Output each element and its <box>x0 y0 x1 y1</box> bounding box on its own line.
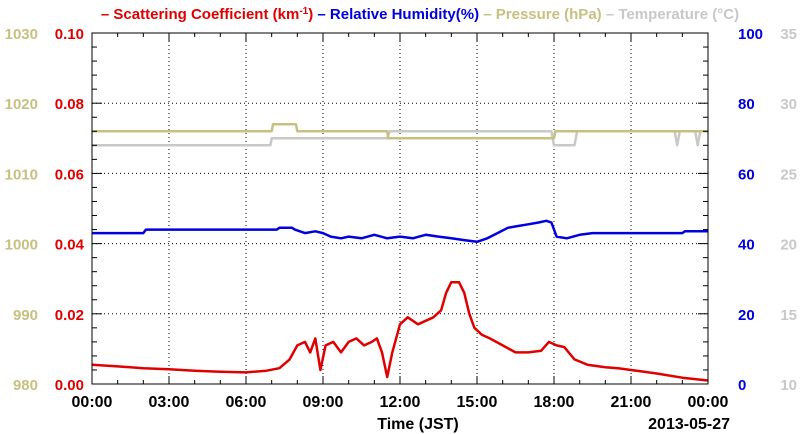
y-tick-label-scattering: 0.06 <box>55 166 84 183</box>
y-tick-label-temperature: 30 <box>780 96 797 113</box>
y-tick-label-humidity: 40 <box>738 237 755 254</box>
series-layer <box>91 123 709 382</box>
x-tick-label: 06:00 <box>226 394 267 411</box>
y-tick-label-temperature: 20 <box>780 237 797 254</box>
y-axes: 98099010001010102010300.000.020.040.060.… <box>5 26 797 394</box>
series-line-scattering <box>91 280 709 382</box>
legend-superscript: -1 <box>299 6 308 17</box>
y-tick-label-pressure: 1010 <box>5 166 38 183</box>
y-tick-label-pressure: 1030 <box>5 26 38 43</box>
chart-legend: – Scattering Coefficient (km-1) – Relati… <box>101 6 739 24</box>
x-tick-label: 03:00 <box>149 394 190 411</box>
x-tick-label: 15:00 <box>457 394 498 411</box>
date-label: 2013-05-27 <box>648 416 730 433</box>
series-line-pressure <box>92 123 708 140</box>
x-axis: 00:00 03:00 06:00 09:00 12:00 15:00 18:00 21:00… <box>72 33 729 411</box>
y-tick-label-humidity: 20 <box>738 307 755 324</box>
y-tick-label-humidity: 80 <box>738 96 755 113</box>
x-tick-label: 09:00 <box>303 394 344 411</box>
y-tick-label-humidity: 100 <box>738 26 763 43</box>
y-tick-label-pressure: 990 <box>13 307 38 324</box>
y-tick-label-pressure: 1000 <box>5 237 38 254</box>
y-tick-label-scattering: 0.00 <box>55 377 84 394</box>
x-tick-label: 00:00 <box>688 394 729 411</box>
y-tick-label-pressure: 980 <box>13 377 38 394</box>
legend-entry-0: – Scattering Coefficient (km <box>101 6 299 23</box>
series-line-temperature <box>92 130 708 147</box>
y-tick-label-temperature: 15 <box>780 307 797 324</box>
y-tick-label-pressure: 1020 <box>5 96 38 113</box>
y-tick-label-scattering: 0.04 <box>55 237 85 254</box>
x-tick-label: 12:00 <box>380 394 421 411</box>
legend-entry-3: – Temperature (°C) <box>602 6 739 23</box>
y-tick-label-humidity: 60 <box>738 166 755 183</box>
y-tick-label-scattering: 0.08 <box>55 96 84 113</box>
y-tick-label-temperature: 25 <box>780 166 797 183</box>
grid <box>92 33 708 384</box>
y-tick-label-scattering: 0.02 <box>55 307 84 324</box>
y-tick-label-temperature: 10 <box>780 377 797 394</box>
x-tick-label: 18:00 <box>534 394 575 411</box>
x-tick-label: 21:00 <box>611 394 652 411</box>
legend-suffix: ) <box>308 6 313 23</box>
legend-entry-2: – Pressure (hPa) <box>479 6 602 23</box>
legend-entry-1: – Relative Humidity(%) <box>313 6 479 23</box>
y-tick-label-scattering: 0.10 <box>55 26 84 43</box>
y-tick-label-temperature: 35 <box>780 26 797 43</box>
y-tick-label-humidity: 0 <box>738 377 746 394</box>
x-axis-label: Time (JST) <box>377 416 459 433</box>
x-tick-label: 00:00 <box>72 394 113 411</box>
series-line-humidity <box>92 219 708 244</box>
